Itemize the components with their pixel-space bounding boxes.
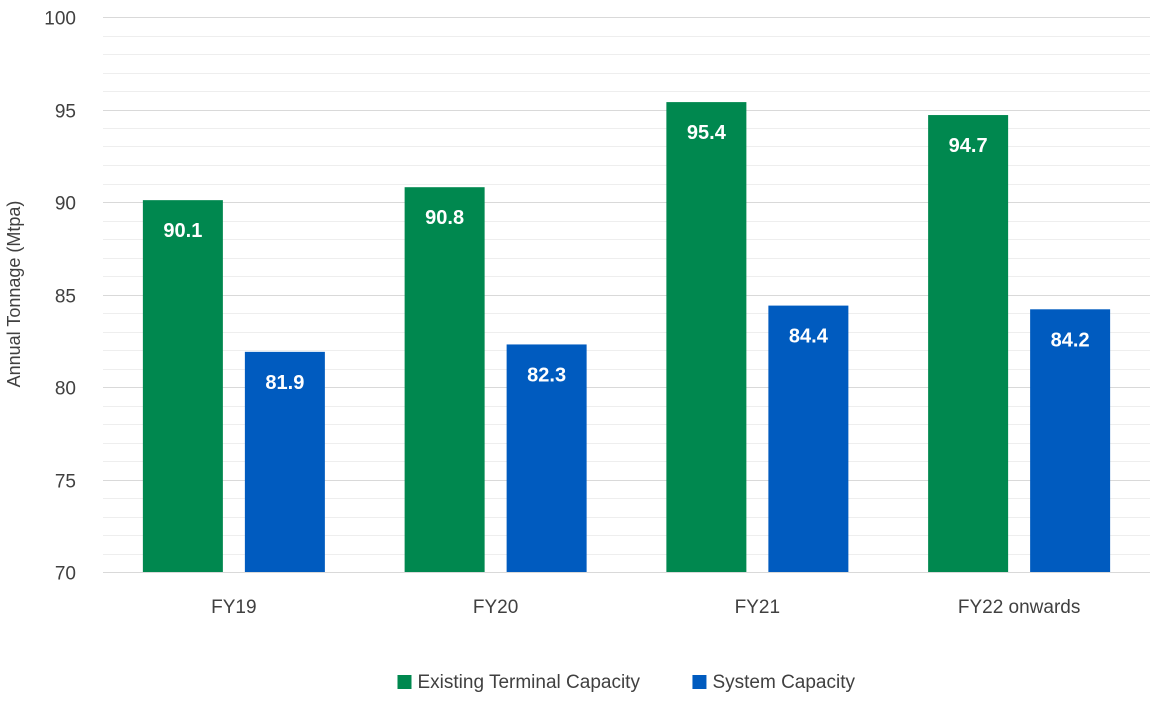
bar-value-label: 94.7 bbox=[949, 135, 988, 157]
bar-value-label: 90.8 bbox=[425, 207, 464, 229]
bar bbox=[1030, 309, 1111, 572]
y-tick-label: 80 bbox=[55, 379, 76, 400]
legend-item: System Capacity bbox=[692, 672, 856, 693]
bar-value-label: 84.2 bbox=[1051, 329, 1090, 351]
bar bbox=[928, 115, 1009, 573]
y-tick-label: 70 bbox=[55, 564, 76, 585]
bar bbox=[506, 344, 587, 572]
x-tick-label: FY19 bbox=[211, 597, 256, 618]
x-tick-label: FY21 bbox=[735, 597, 780, 618]
legend-label: Existing Terminal Capacity bbox=[417, 672, 640, 693]
bar-value-label: 95.4 bbox=[687, 122, 727, 144]
y-axis-title: Annual Tonnage (Mtpa) bbox=[4, 201, 24, 388]
y-tick-label: 85 bbox=[55, 287, 76, 308]
bar-value-label: 84.4 bbox=[789, 326, 829, 348]
bar bbox=[666, 102, 747, 572]
bar-value-label: 82.3 bbox=[527, 364, 566, 386]
x-tick-label: FY22 onwards bbox=[958, 597, 1081, 618]
data-labels: 90.1 81.9 90.8 82.3 95.4 84.4 94.7 84.2 bbox=[163, 122, 1089, 394]
bar bbox=[244, 351, 325, 572]
y-tick-label: 100 bbox=[44, 9, 76, 30]
bar-value-label: 81.9 bbox=[265, 372, 304, 394]
legend-item: Existing Terminal Capacity bbox=[397, 672, 640, 693]
legend-swatch bbox=[397, 675, 412, 689]
y-tick-label: 90 bbox=[55, 194, 76, 215]
legend-swatch bbox=[692, 675, 707, 689]
y-tick-label: 95 bbox=[55, 102, 76, 123]
legend: Existing Terminal Capacity System Capacit… bbox=[397, 672, 856, 693]
x-tick-label: FY20 bbox=[473, 597, 518, 618]
y-tick-label: 75 bbox=[55, 472, 76, 493]
axes: 70 75 80 85 90 95 100 FY19 FY20 FY21 FY22 onwards bbox=[44, 9, 1080, 619]
legend-label: System Capacity bbox=[712, 672, 855, 693]
bars bbox=[142, 102, 1111, 573]
bar bbox=[142, 200, 223, 572]
bar bbox=[768, 305, 849, 572]
bar-value-label: 90.1 bbox=[163, 220, 202, 242]
bar bbox=[404, 187, 485, 572]
